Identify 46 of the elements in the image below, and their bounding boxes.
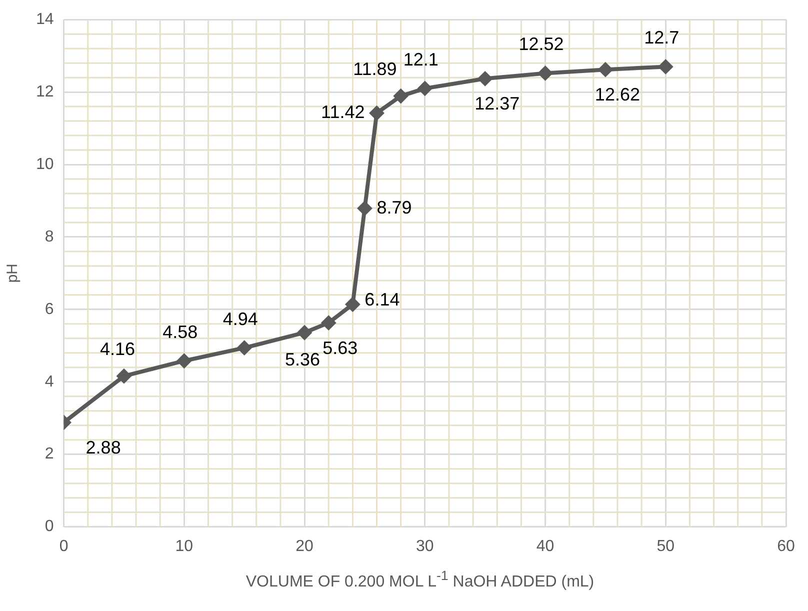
y-tick-label: 4 xyxy=(44,373,54,390)
x-axis-title: VOLUME OF 0.200 MOL L$^{-1}$ NaOH ADDED (mL) xyxy=(244,568,596,592)
point xyxy=(538,66,553,81)
data-label: 12.1 xyxy=(403,49,438,70)
data-label: 2.88 xyxy=(86,437,121,458)
point xyxy=(369,106,384,121)
y-tick-label: 8 xyxy=(44,228,54,246)
y-tick-label: 2 xyxy=(44,446,54,463)
y-tick-label: 0 xyxy=(44,518,54,536)
x-tick-label: 30 xyxy=(416,538,434,555)
x-tick-label: 10 xyxy=(175,538,194,555)
point xyxy=(345,296,360,312)
y-axis-title: pH xyxy=(4,264,22,283)
data-label: 4.16 xyxy=(100,339,136,360)
point xyxy=(417,80,432,96)
x-tick-label: 20 xyxy=(296,538,314,555)
data-label: 4.94 xyxy=(222,308,258,329)
data-label: 11.42 xyxy=(321,102,365,122)
data-label: 8.79 xyxy=(376,197,412,218)
data-label: 6.14 xyxy=(364,289,400,310)
data-label: 5.63 xyxy=(322,338,358,358)
point xyxy=(116,368,132,384)
data-label: 12.7 xyxy=(644,28,680,48)
x-tick-label: 60 xyxy=(777,538,795,555)
point xyxy=(297,325,312,340)
point xyxy=(478,71,493,86)
point xyxy=(393,88,408,104)
data-label: 12.62 xyxy=(594,84,640,105)
data-label: 5.36 xyxy=(285,350,320,370)
x-tick-label: 40 xyxy=(536,538,554,555)
data-label: 12.37 xyxy=(474,94,520,114)
x-tick-label: 0 xyxy=(59,538,68,555)
y-tick-label: 10 xyxy=(36,156,54,173)
point xyxy=(321,315,336,330)
y-tick-label: 14 xyxy=(36,11,54,28)
data-label: 4.58 xyxy=(162,322,198,342)
point xyxy=(357,200,372,216)
data-label: 11.89 xyxy=(353,59,397,80)
point xyxy=(176,353,192,368)
x-tick-label: 50 xyxy=(656,538,675,555)
point xyxy=(598,62,613,78)
data-label: 12.52 xyxy=(518,34,564,54)
y-tick-label: 12 xyxy=(36,83,54,100)
y-tick-label: 6 xyxy=(44,300,54,318)
point xyxy=(658,59,674,74)
point xyxy=(236,340,252,356)
